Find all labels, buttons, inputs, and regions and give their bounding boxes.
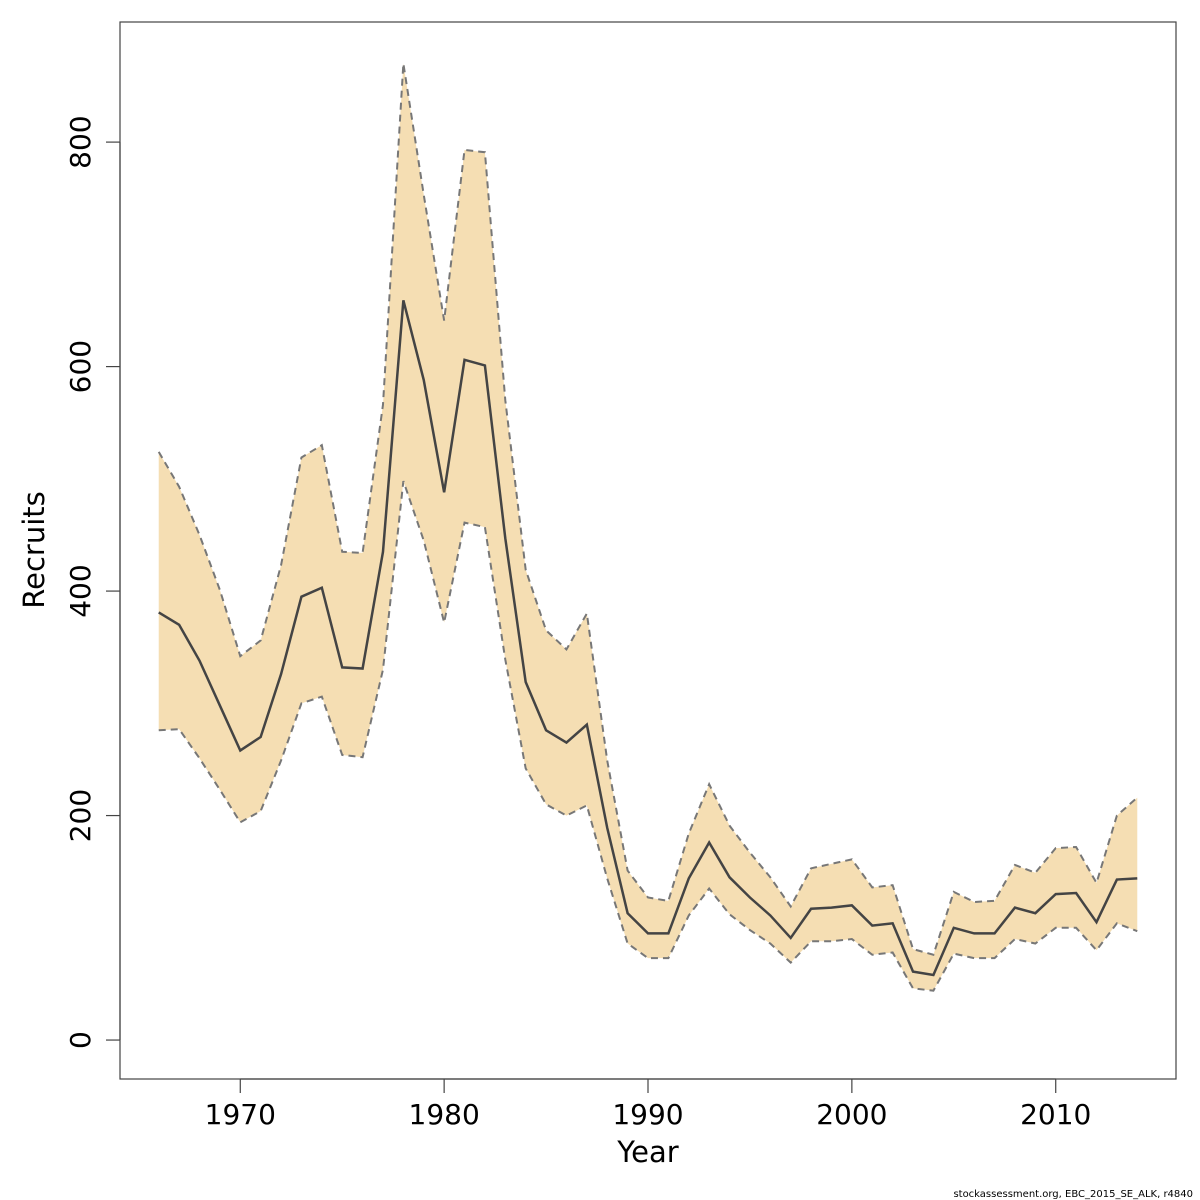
y-tick-label: 400: [64, 564, 97, 617]
x-tick-label: 1990: [612, 1098, 683, 1131]
y-tick-label: 600: [64, 340, 97, 393]
y-axis-label: Recruits: [17, 491, 51, 608]
x-tick-label: 1980: [409, 1098, 480, 1131]
x-tick-label: 2000: [816, 1098, 887, 1131]
y-tick-label: 200: [64, 789, 97, 842]
x-tick-label: 1970: [205, 1098, 276, 1131]
estimate-line: [158, 300, 1138, 977]
x-tick-label: 2010: [1020, 1098, 1091, 1131]
lower-bound: [158, 480, 1138, 992]
footnote: stockassessment.org, EBC_2015_SE_ALK, r4…: [953, 1189, 1193, 1200]
y-tick-label: 0: [64, 1031, 97, 1049]
y-tick-label: 800: [64, 115, 97, 168]
upper-bound: [157, 63, 1138, 956]
x-axis-label: Year: [616, 1135, 678, 1169]
confidence-band: [158, 63, 1138, 991]
